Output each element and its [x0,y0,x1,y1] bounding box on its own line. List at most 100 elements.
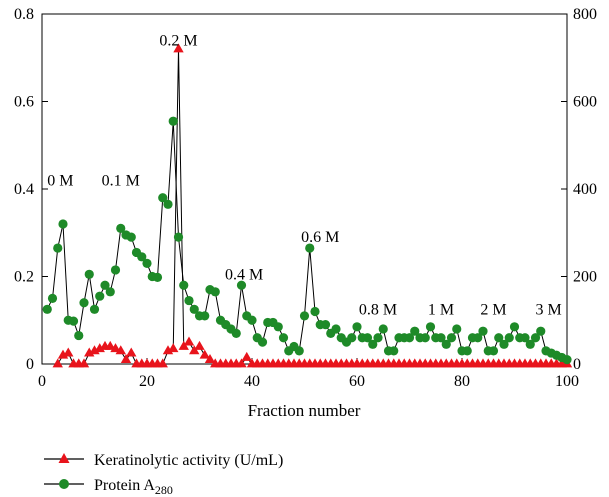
data-point-protein [373,333,383,343]
x-axis-label: Fraction number [248,401,361,420]
x-tick-label: 40 [244,373,260,390]
y-right-axis-ticks: 0 200 400 600 800 [561,6,597,373]
data-point-protein [347,333,357,343]
data-point-protein [420,333,430,343]
data-point-protein [509,322,520,332]
data-point-protein [504,333,514,343]
y-right-tick-label: 400 [573,181,597,198]
data-point-keratinolytic [199,349,210,359]
data-point-keratinolytic [126,347,137,357]
data-point-protein [436,333,446,343]
data-point-protein [200,311,210,321]
data-point-protein [273,322,283,332]
y-left-tick-label: 0.2 [14,269,34,286]
data-point-protein [425,322,436,332]
x-tick-label: 80 [454,373,470,390]
data-point-keratinolytic [120,354,132,364]
data-point-keratinolytic [52,358,63,368]
annotation-label: 3 M [536,301,562,318]
data-point-protein [368,339,378,349]
data-point-protein [378,324,388,334]
y-left-tick-label: 0.6 [14,94,34,111]
data-point-keratinolytic [178,340,189,350]
y-right-tick-label: 0 [573,356,581,373]
x-tick-label: 0 [38,373,46,390]
data-point-protein [79,298,89,308]
data-point-protein [152,272,163,282]
data-point-protein [562,355,572,365]
data-point-protein [536,326,546,336]
annotation-label: 1 M [428,301,454,318]
data-point-keratinolytic [204,354,216,364]
data-point-protein [446,333,457,343]
data-point-protein [410,326,420,336]
data-point-protein [95,291,105,301]
data-point-protein [494,333,504,343]
x-tick-label: 20 [139,373,155,390]
y-right-tick-label: 600 [573,94,597,111]
data-point-keratinolytic [63,347,74,357]
legend-marker-triangle [58,453,70,463]
data-point-protein [305,243,315,253]
data-point-protein [163,199,173,209]
data-point-protein [173,232,184,242]
annotation-label: 0.1 M [102,172,140,189]
y-left-tick-label: 0.8 [14,6,34,23]
data-point-protein [116,223,126,233]
data-point-keratinolytic [173,43,184,53]
data-point-keratinolytic [241,351,252,361]
legend-label-protein-main: Protein A [94,477,155,494]
data-point-protein [84,269,94,279]
data-point-protein [247,315,257,325]
data-point-keratinolytic [157,358,168,368]
data-point-protein [68,316,79,326]
data-point-protein [294,346,304,356]
data-point-protein [530,333,541,343]
data-point-protein [478,326,488,336]
data-point-protein [525,339,535,349]
data-point-protein [404,333,415,343]
data-point-protein [74,330,84,341]
annotation-label: 0.4 M [225,266,263,283]
data-point-protein [189,304,199,314]
x-axis-ticks: 0 20 40 60 80 100 [38,358,579,390]
y-left-axis-ticks: 0 0.2 0.4 0.6 0.8 [14,6,48,373]
y-left-tick-label: 0 [26,356,34,373]
data-point-keratinolytic [194,340,205,350]
data-point-protein [257,337,268,347]
data-point-keratinolytic [115,345,126,355]
data-point-protein [210,287,220,297]
data-point-keratinolytic [189,345,200,355]
series-layer [42,43,573,368]
data-point-protein [452,324,462,334]
data-point-protein [278,333,289,343]
data-point-protein [236,280,247,290]
data-point-protein [389,346,399,356]
legend-marker-circle [59,479,69,489]
data-point-protein [352,322,362,332]
data-point-protein [179,280,189,290]
data-point-protein [89,304,100,314]
y-right-tick-label: 800 [573,6,597,23]
data-point-protein [299,311,310,321]
legend-label-protein-subscript: 280 [155,483,173,497]
legend-label-keratinolytic: Keratinolytic activity (U/mL) [94,452,283,469]
data-point-protein [320,320,331,330]
data-point-protein [110,265,121,275]
data-point-protein [42,304,52,314]
data-point-protein [520,333,530,343]
data-point-keratinolytic [105,340,116,350]
data-point-protein [310,306,320,317]
data-point-keratinolytic [183,336,195,346]
data-point-protein [105,287,115,297]
data-point-protein [100,280,110,290]
data-point-protein [137,252,147,262]
y-right-tick-label: 200 [573,269,597,286]
data-point-protein [499,339,509,349]
annotation-label: 0.8 M [359,301,397,318]
data-point-protein [184,295,194,306]
x-tick-label: 60 [349,373,365,390]
legend: Keratinolytic activity (U/mL) Protein A2… [44,452,283,497]
data-point-keratinolytic [110,343,121,353]
